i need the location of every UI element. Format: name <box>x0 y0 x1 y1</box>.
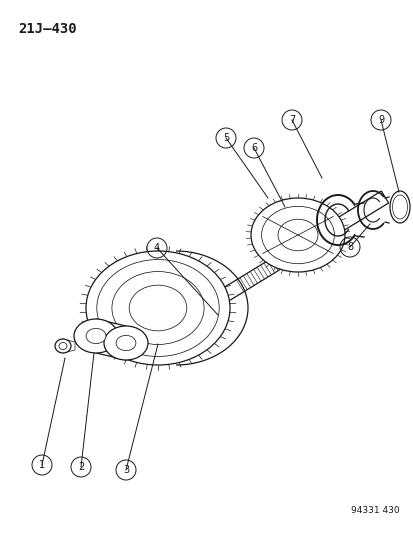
Polygon shape <box>63 339 75 353</box>
Ellipse shape <box>250 198 344 272</box>
Text: 9: 9 <box>377 115 383 125</box>
Text: 1: 1 <box>39 460 45 470</box>
Ellipse shape <box>392 195 406 219</box>
Ellipse shape <box>112 271 204 344</box>
Ellipse shape <box>278 219 317 251</box>
Ellipse shape <box>129 285 186 331</box>
Text: 4: 4 <box>154 243 160 253</box>
Ellipse shape <box>86 328 106 344</box>
Polygon shape <box>191 302 204 321</box>
Polygon shape <box>200 297 214 315</box>
Ellipse shape <box>59 343 67 350</box>
Ellipse shape <box>116 335 135 351</box>
Ellipse shape <box>86 251 230 365</box>
Ellipse shape <box>261 206 334 264</box>
Text: 3: 3 <box>123 465 129 475</box>
Polygon shape <box>209 291 223 310</box>
Ellipse shape <box>97 260 218 357</box>
Text: 8: 8 <box>346 242 352 252</box>
Ellipse shape <box>104 326 147 360</box>
Ellipse shape <box>55 339 71 353</box>
Polygon shape <box>96 319 126 360</box>
Text: 7: 7 <box>288 115 294 125</box>
Ellipse shape <box>394 199 404 215</box>
Ellipse shape <box>74 319 118 353</box>
Text: 94331 430: 94331 430 <box>351 506 399 515</box>
Text: 6: 6 <box>250 143 256 153</box>
Text: 5: 5 <box>222 133 228 143</box>
Ellipse shape <box>389 191 409 223</box>
Text: 2: 2 <box>78 462 84 472</box>
Text: 21J–430: 21J–430 <box>18 22 76 36</box>
Polygon shape <box>151 191 388 344</box>
